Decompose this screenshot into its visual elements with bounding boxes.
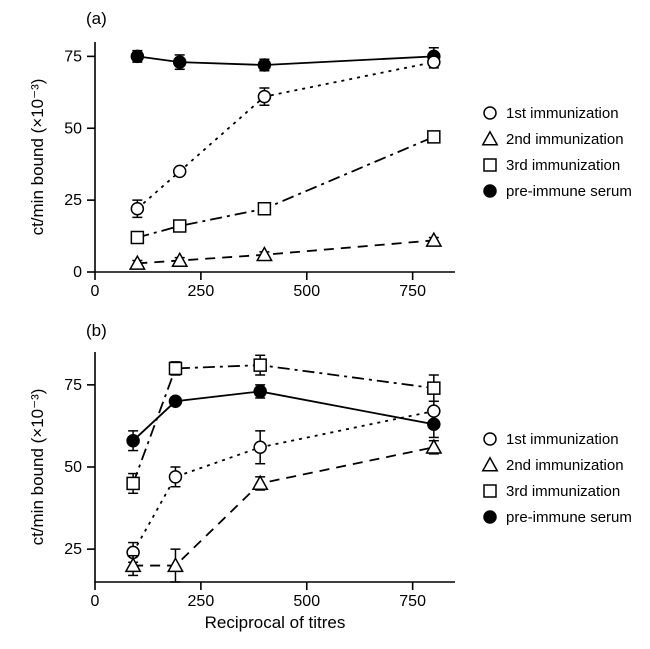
series-third-marker	[428, 382, 440, 394]
legend-label: 2nd immunization	[506, 457, 624, 474]
series-first-marker	[254, 441, 266, 453]
series-second-marker	[173, 253, 187, 266]
series-second-line	[133, 447, 434, 565]
legend-item: 1st immunization	[480, 102, 632, 124]
series-pre_immune-marker	[131, 50, 143, 62]
y-tick-label: 25	[64, 541, 82, 558]
x-tick-label: 750	[399, 593, 426, 610]
series-first-line	[137, 62, 433, 209]
series-first-marker	[428, 56, 440, 68]
series-third-marker	[169, 362, 181, 374]
legend-item: pre-immune serum	[480, 506, 632, 528]
legend-label: pre-immune serum	[506, 183, 632, 200]
x-tick-label: 500	[293, 283, 320, 300]
series-third-marker	[254, 359, 266, 371]
panel-b-axes	[95, 352, 455, 582]
series-pre_immune-marker	[169, 395, 181, 407]
series-second-marker	[257, 248, 271, 261]
series-first-marker	[169, 471, 181, 483]
series-first-marker	[131, 203, 143, 215]
y-tick-label: 75	[64, 377, 82, 394]
filled-circle-icon	[480, 181, 500, 201]
y-tick-label: 75	[64, 48, 82, 65]
series-second-marker	[427, 233, 441, 246]
panel-b-label: (b)	[86, 321, 107, 340]
y-tick-label: 50	[64, 120, 82, 137]
legend-label: 3rd immunization	[506, 157, 620, 174]
open-triangle-icon	[480, 129, 500, 149]
panel-a-label: (a)	[86, 9, 107, 28]
legend-label: pre-immune serum	[506, 509, 632, 526]
legend-panel-a: 1st immunization 2nd immunization 3rd immu…	[480, 98, 632, 206]
x-tick-label: 0	[91, 283, 100, 300]
legend-label: 2nd immunization	[506, 131, 624, 148]
series-third-marker	[174, 220, 186, 232]
open-circle-icon	[480, 103, 500, 123]
legend-label: 1st immunization	[506, 105, 619, 122]
y-tick-label: 25	[64, 192, 82, 209]
series-third-marker	[428, 131, 440, 143]
series-third-marker	[258, 203, 270, 215]
filled-circle-icon	[480, 507, 500, 527]
series-first-marker	[428, 405, 440, 417]
series-second-marker	[427, 440, 441, 453]
series-third-marker	[127, 477, 139, 489]
x-tick-label: 750	[399, 283, 426, 300]
legend-panel-b: 1st immunization 2nd immunization 3rd immu…	[480, 424, 632, 532]
legend-item: 3rd immunization	[480, 480, 632, 502]
figure-container: (a)02550750250500750ct/min bound (×10⁻³)…	[0, 0, 650, 649]
legend-item: 2nd immunization	[480, 454, 632, 476]
x-tick-label: 0	[91, 593, 100, 610]
series-pre_immune-marker	[254, 385, 266, 397]
legend-item: 2nd immunization	[480, 128, 632, 150]
panel-b-xlabel: Reciprocal of titres	[205, 613, 346, 632]
series-pre_immune-marker	[127, 435, 139, 447]
y-tick-label: 0	[73, 264, 82, 281]
panel-b-ylabel: ct/min bound (×10⁻³)	[28, 389, 47, 546]
panel-a-ylabel: ct/min bound (×10⁻³)	[28, 79, 47, 236]
x-tick-label: 250	[188, 593, 215, 610]
open-square-icon	[480, 481, 500, 501]
panel-b-series	[126, 355, 441, 582]
legend-label: 3rd immunization	[506, 483, 620, 500]
series-first-marker	[258, 91, 270, 103]
series-third-marker	[131, 232, 143, 244]
series-second-marker	[253, 476, 267, 489]
legend-label: 1st immunization	[506, 431, 619, 448]
series-pre_immune-marker	[174, 56, 186, 68]
legend-item: pre-immune serum	[480, 180, 632, 202]
x-tick-label: 500	[293, 593, 320, 610]
series-third-line	[133, 365, 434, 483]
y-tick-label: 50	[64, 459, 82, 476]
open-triangle-icon	[480, 455, 500, 475]
open-circle-icon	[480, 429, 500, 449]
panel-a-series	[130, 48, 441, 269]
open-square-icon	[480, 155, 500, 175]
legend-item: 1st immunization	[480, 428, 632, 450]
series-first-marker	[174, 165, 186, 177]
panel-a-axes	[95, 42, 455, 272]
series-pre_immune-marker	[258, 59, 270, 71]
x-tick-label: 250	[188, 283, 215, 300]
legend-item: 3rd immunization	[480, 154, 632, 176]
